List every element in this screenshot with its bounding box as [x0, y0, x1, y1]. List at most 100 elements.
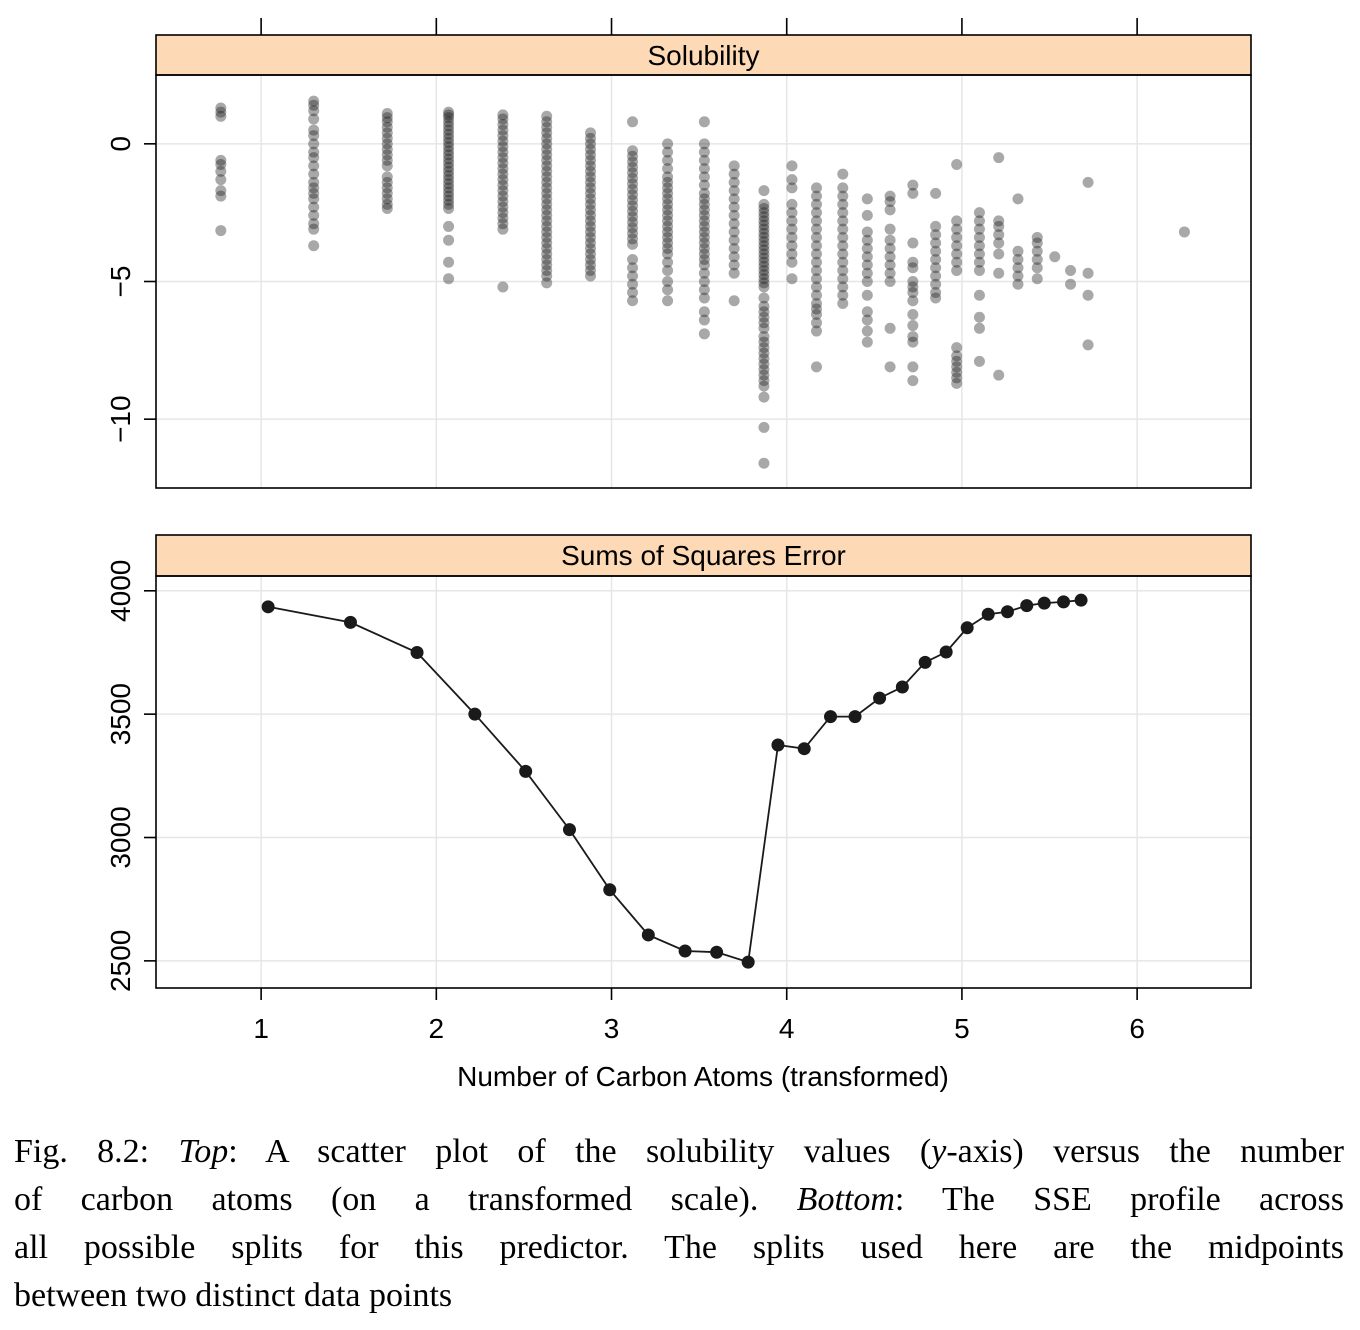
sse-point [603, 883, 617, 897]
scatter-point [584, 171, 596, 183]
scatter-point [584, 176, 596, 188]
scatter-point [698, 220, 710, 232]
x-tick-label: 5 [954, 1013, 970, 1044]
caption-text: of carbon atoms (on a transformed scale)… [14, 1181, 797, 1218]
scatter-point [308, 146, 320, 158]
sse-point [710, 945, 724, 959]
sse-point [261, 600, 275, 614]
scatter-point [861, 259, 873, 271]
scatter-point [698, 198, 710, 210]
scatter-point [811, 361, 823, 373]
scatter-point [443, 220, 455, 232]
scatter-point [698, 163, 710, 175]
scatter-point [861, 242, 873, 254]
scatter-point [627, 183, 639, 195]
sse-panel: Sums of Squares Error 2500 3000 3500 4000 [105, 534, 1252, 992]
scatter-point [907, 256, 919, 268]
scatter-point [758, 457, 770, 469]
scatter-point [662, 295, 674, 307]
scatter-point [541, 259, 553, 271]
scatter-point [758, 364, 770, 376]
bottom-panel-frame [155, 575, 1252, 989]
scatter-point [758, 353, 770, 365]
scatter-point [584, 187, 596, 199]
scatter-point [381, 149, 393, 161]
scatter-point [497, 207, 509, 219]
scatter-point [907, 361, 919, 373]
scatter-point [1012, 253, 1024, 265]
figure-caption: Fig. 8.2: Top: A scatter plot of the sol… [14, 1128, 1344, 1320]
scatter-point [627, 278, 639, 290]
scatter-point [584, 160, 596, 172]
scatter-point [308, 130, 320, 142]
scatter-point [973, 289, 985, 301]
sse-point [918, 655, 932, 669]
scatter-point [811, 303, 823, 315]
x-tick-label: 3 [604, 1013, 620, 1044]
scatter-point [811, 198, 823, 210]
caption-text: all possible splits for this predictor. … [14, 1229, 1344, 1266]
sse-point [824, 710, 838, 724]
scatter-point [728, 160, 740, 172]
scatter-point [541, 264, 553, 276]
scatter-point [308, 124, 320, 136]
scatter-point [627, 270, 639, 282]
scatter-point [758, 300, 770, 312]
scatter-point [758, 342, 770, 354]
scatter-point [884, 242, 896, 254]
scatter-point [698, 276, 710, 287]
scatter-point [758, 369, 770, 381]
scatter-point [541, 198, 553, 210]
scatter-point [1031, 237, 1043, 249]
scatter-point [728, 218, 740, 230]
scatter-point [837, 298, 849, 310]
scatter-point [497, 152, 509, 164]
scatter-point [584, 253, 596, 265]
scatter-point [381, 182, 393, 194]
scatter-point [728, 201, 740, 213]
scatter-point [884, 196, 896, 208]
scatter-point [308, 187, 320, 199]
top-y-tick-label: −10 [105, 395, 136, 443]
scatter-point [1031, 231, 1043, 243]
scatter-point [811, 256, 823, 268]
scatter-point [930, 245, 942, 257]
scatter-point [308, 160, 320, 172]
scatter-point [627, 287, 639, 299]
scatter-point [973, 231, 985, 243]
scatter-point [497, 146, 509, 158]
scatter-point [627, 227, 639, 239]
scatter-point [308, 99, 320, 111]
scatter-point [662, 242, 674, 254]
scatter-point [698, 209, 710, 221]
scatter-point [443, 169, 455, 181]
sse-point [343, 615, 357, 629]
scatter-point [811, 223, 823, 235]
scatter-point [698, 328, 710, 340]
scatter-point [541, 143, 553, 155]
scatter-point [758, 375, 770, 387]
scatter-point [497, 124, 509, 136]
scatter-point [627, 200, 639, 212]
scatter-point [758, 281, 770, 293]
scatter-point [662, 276, 674, 287]
scatter-point [951, 350, 963, 362]
scatter-point [811, 325, 823, 337]
scatter-point [786, 231, 798, 243]
scatter-point [728, 234, 740, 246]
scatter-point [541, 248, 553, 260]
scatter-point [584, 259, 596, 271]
sse-point [960, 621, 974, 635]
scatter-point [381, 121, 393, 133]
scatter-point [837, 273, 849, 285]
scatter-point [884, 190, 896, 202]
scatter-point [1031, 262, 1043, 274]
scatter-point [837, 281, 849, 293]
top-panel-title: Solubility [647, 40, 759, 71]
scatter-point [381, 132, 393, 144]
scatter-point [811, 231, 823, 243]
scatter-point [811, 264, 823, 276]
scatter-point [786, 182, 798, 194]
scatter-point [443, 116, 455, 128]
scatter-point [443, 120, 455, 132]
